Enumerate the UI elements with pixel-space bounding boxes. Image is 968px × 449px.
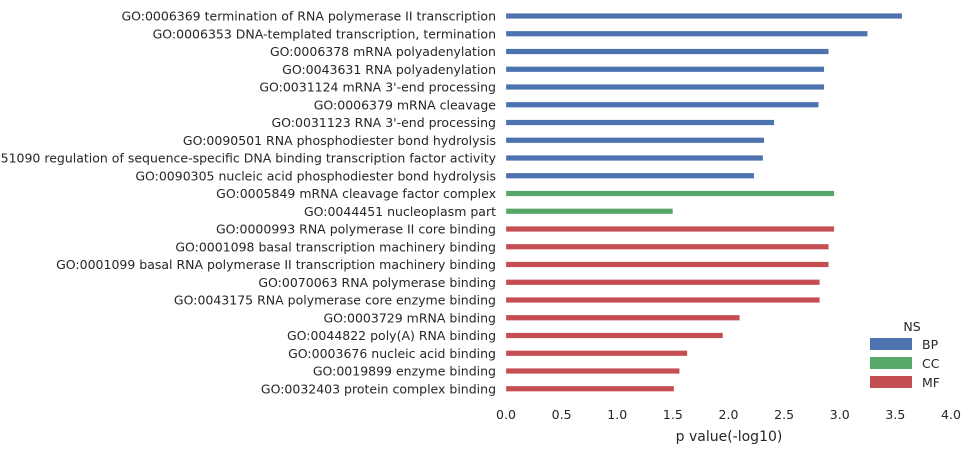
category-label: GO:0051090 regulation of sequence-specif…: [0, 151, 497, 166]
bar: [505, 208, 674, 215]
x-tick-label: 2.0: [719, 407, 739, 422]
category-label: GO:0090305 nucleic acid phosphodiester b…: [135, 168, 496, 183]
bar: [505, 279, 820, 286]
category-label: GO:0090501 RNA phosphodiester bond hydro…: [183, 133, 496, 148]
x-tick-label: 2.5: [774, 407, 794, 422]
category-label: GO:0043631 RNA polyadenylation: [282, 62, 496, 77]
bar: [505, 385, 675, 392]
legend-entry-label: BP: [922, 337, 939, 352]
bar: [505, 137, 765, 144]
category-labels: GO:0006369 termination of RNA polymerase…: [0, 9, 497, 397]
x-tick-label: 4.0: [941, 407, 961, 422]
bar: [505, 84, 825, 90]
category-label: GO:0019899 enzyme binding: [313, 364, 496, 379]
bar: [505, 30, 868, 37]
x-tick-label: 1.5: [663, 407, 683, 422]
bar: [505, 226, 835, 232]
bars-layer: [505, 13, 903, 392]
bar: [505, 261, 829, 268]
x-axis-ticks: 0.0 0.5 1.0 1.5 2.0 2.5 3.0 3.5 4.0: [496, 407, 961, 422]
category-label: GO:0006353 DNA-templated transcription, …: [153, 26, 496, 41]
bar: [505, 332, 724, 339]
bar: [505, 172, 755, 179]
category-label: GO:0005849 mRNA cleavage factor complex: [216, 186, 496, 201]
bar: [505, 297, 820, 303]
bar: [505, 368, 680, 374]
category-label: GO:0032403 protein complex binding: [261, 381, 496, 396]
legend-title: NS: [903, 319, 920, 334]
category-label: GO:0031124 mRNA 3'-end processing: [259, 80, 496, 95]
category-label: GO:0031123 RNA 3'-end processing: [271, 115, 496, 130]
category-label: GO:0003729 mRNA binding: [324, 310, 497, 325]
category-label: GO:0043175 RNA polymerase core enzyme bi…: [174, 293, 496, 308]
x-tick-label: 0.5: [552, 407, 572, 422]
x-axis-label: p value(-log10): [676, 429, 783, 445]
x-tick-label: 0.0: [496, 407, 516, 422]
category-label: GO:0044451 nucleoplasm part: [304, 204, 496, 219]
bar: [505, 155, 764, 161]
bar: [505, 314, 740, 321]
legend-entry-label: CC: [922, 356, 940, 371]
category-label: GO:0006379 mRNA cleavage: [314, 97, 497, 112]
bar: [505, 48, 829, 55]
category-label: GO:0070063 RNA polymerase binding: [258, 275, 496, 290]
x-tick-label: 3.5: [885, 407, 905, 422]
category-label: GO:0001099 basal RNA polymerase II trans…: [56, 257, 496, 272]
category-label: GO:0006378 mRNA polyadenylation: [270, 44, 496, 59]
x-tick-label: 1.0: [607, 407, 627, 422]
bar: [505, 350, 688, 357]
category-label: GO:0006369 termination of RNA polymerase…: [121, 9, 496, 24]
bar: [505, 66, 825, 73]
bar: [505, 13, 903, 19]
bar: [505, 101, 819, 108]
category-label: GO:0003676 nucleic acid binding: [288, 346, 496, 361]
legend-entry-label: MF: [922, 375, 940, 390]
bar: [505, 119, 775, 126]
category-label: GO:0000993 RNA polymerase II core bindin…: [216, 222, 496, 237]
bar: [505, 190, 835, 197]
legend-swatch: [870, 376, 912, 388]
category-label: GO:0044822 poly(A) RNA binding: [287, 328, 496, 343]
x-tick-label: 3.0: [830, 407, 850, 422]
legend-swatch: [870, 338, 912, 350]
category-label: GO:0001098 basal transcription machinery…: [175, 239, 496, 254]
legend-swatch: [870, 357, 912, 369]
bar: [505, 243, 829, 250]
